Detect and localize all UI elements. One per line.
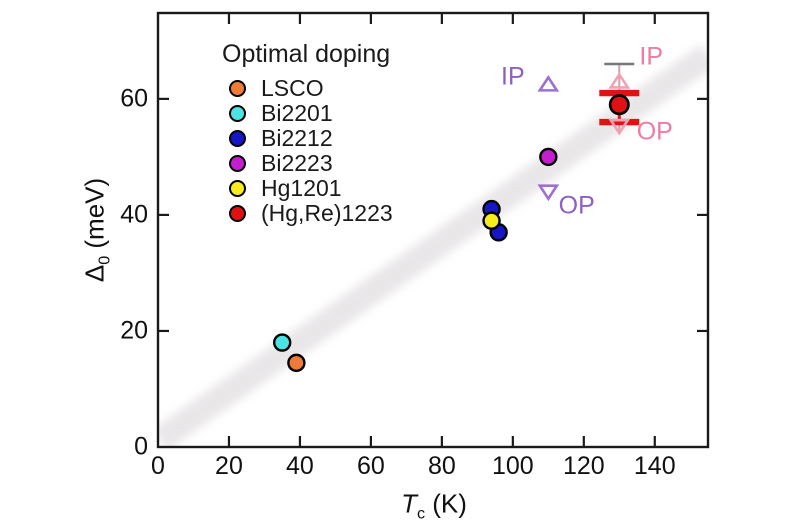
x-tick-label-100: 100 [491,452,534,480]
triangle-layer [537,72,631,202]
legend-label: Bi2201 [261,100,333,126]
y-axis-label: Δ0 (meV) [79,177,114,283]
legend-item-lsco: LSCO [222,76,393,101]
annotation-op-outer-plane-bi2223: OP [558,191,595,220]
open-triangle-bi2223-ip [537,74,560,92]
hg1201-marker-icon [229,180,246,197]
marker-layer [272,94,630,373]
x-axis-label: Tc (K) [401,488,467,523]
y-tick-label-20: 20 [120,316,148,345]
legend-title: Optimal doping [222,40,391,68]
data-point-bi2223 [539,147,558,167]
y-tick-label-0: 0 [134,432,148,461]
legend-item-bi2223: Bi2223 [222,151,393,176]
x-tick-label-80: 80 [427,452,456,480]
legend-label: Bi2212 [261,125,333,151]
x-tick-label-140: 140 [633,452,676,480]
legend-item-bi2212: Bi2212 [222,126,393,151]
axes-layer [156,11,710,449]
data-point-hgre1223 [608,94,630,116]
legend-item-hgre1223: (Hg,Re)1223 [222,201,393,226]
open-triangle-bi2223-op [537,184,560,202]
x-tick-label-20: 20 [215,452,243,480]
legend-label: (Hg,Re)1223 [261,200,393,226]
bi2201-marker-icon [229,105,246,122]
legend-label: Bi2223 [261,150,333,176]
data-point-bi2201 [272,333,292,352]
y-tick-label-60: 60 [120,84,148,113]
annotation-ip-inner-plane-hgre1223: IP [639,42,664,71]
hgre1223-marker-icon [229,205,246,222]
legend-item-bi2201: Bi2201 [222,101,393,126]
annotation-ip-inner-plane-bi2223: IP [501,62,525,91]
bi2212-marker-icon [229,130,246,147]
x-tick-label-60: 60 [356,452,385,480]
open-triangle-hgre1223-op [608,118,631,136]
thick-error-cap-top [599,89,640,97]
y-tick-label-40: 40 [120,200,148,229]
plot-frame [156,11,710,449]
thick-error-cap-bottom [599,118,640,126]
data-point-hg1201 [482,211,501,230]
legend: Optimal doping LSCO Bi2201 Bi2212 Bi2223… [222,41,393,226]
x-tick-label-40: 40 [286,452,314,480]
x-tick-label-120: 120 [562,452,605,480]
legend-label: LSCO [261,75,324,101]
bi2223-marker-icon [229,155,246,172]
annotation-op-outer-plane-hgre1223: OP [636,117,673,146]
x-tick-label-0: 0 [151,452,165,480]
data-point-lsco [287,353,306,373]
legend-label: Hg1201 [261,175,342,201]
open-triangle-hgre1223-ip [608,72,631,89]
lsco-marker-icon [229,80,246,97]
legend-item-hg1201: Hg1201 [222,176,393,201]
